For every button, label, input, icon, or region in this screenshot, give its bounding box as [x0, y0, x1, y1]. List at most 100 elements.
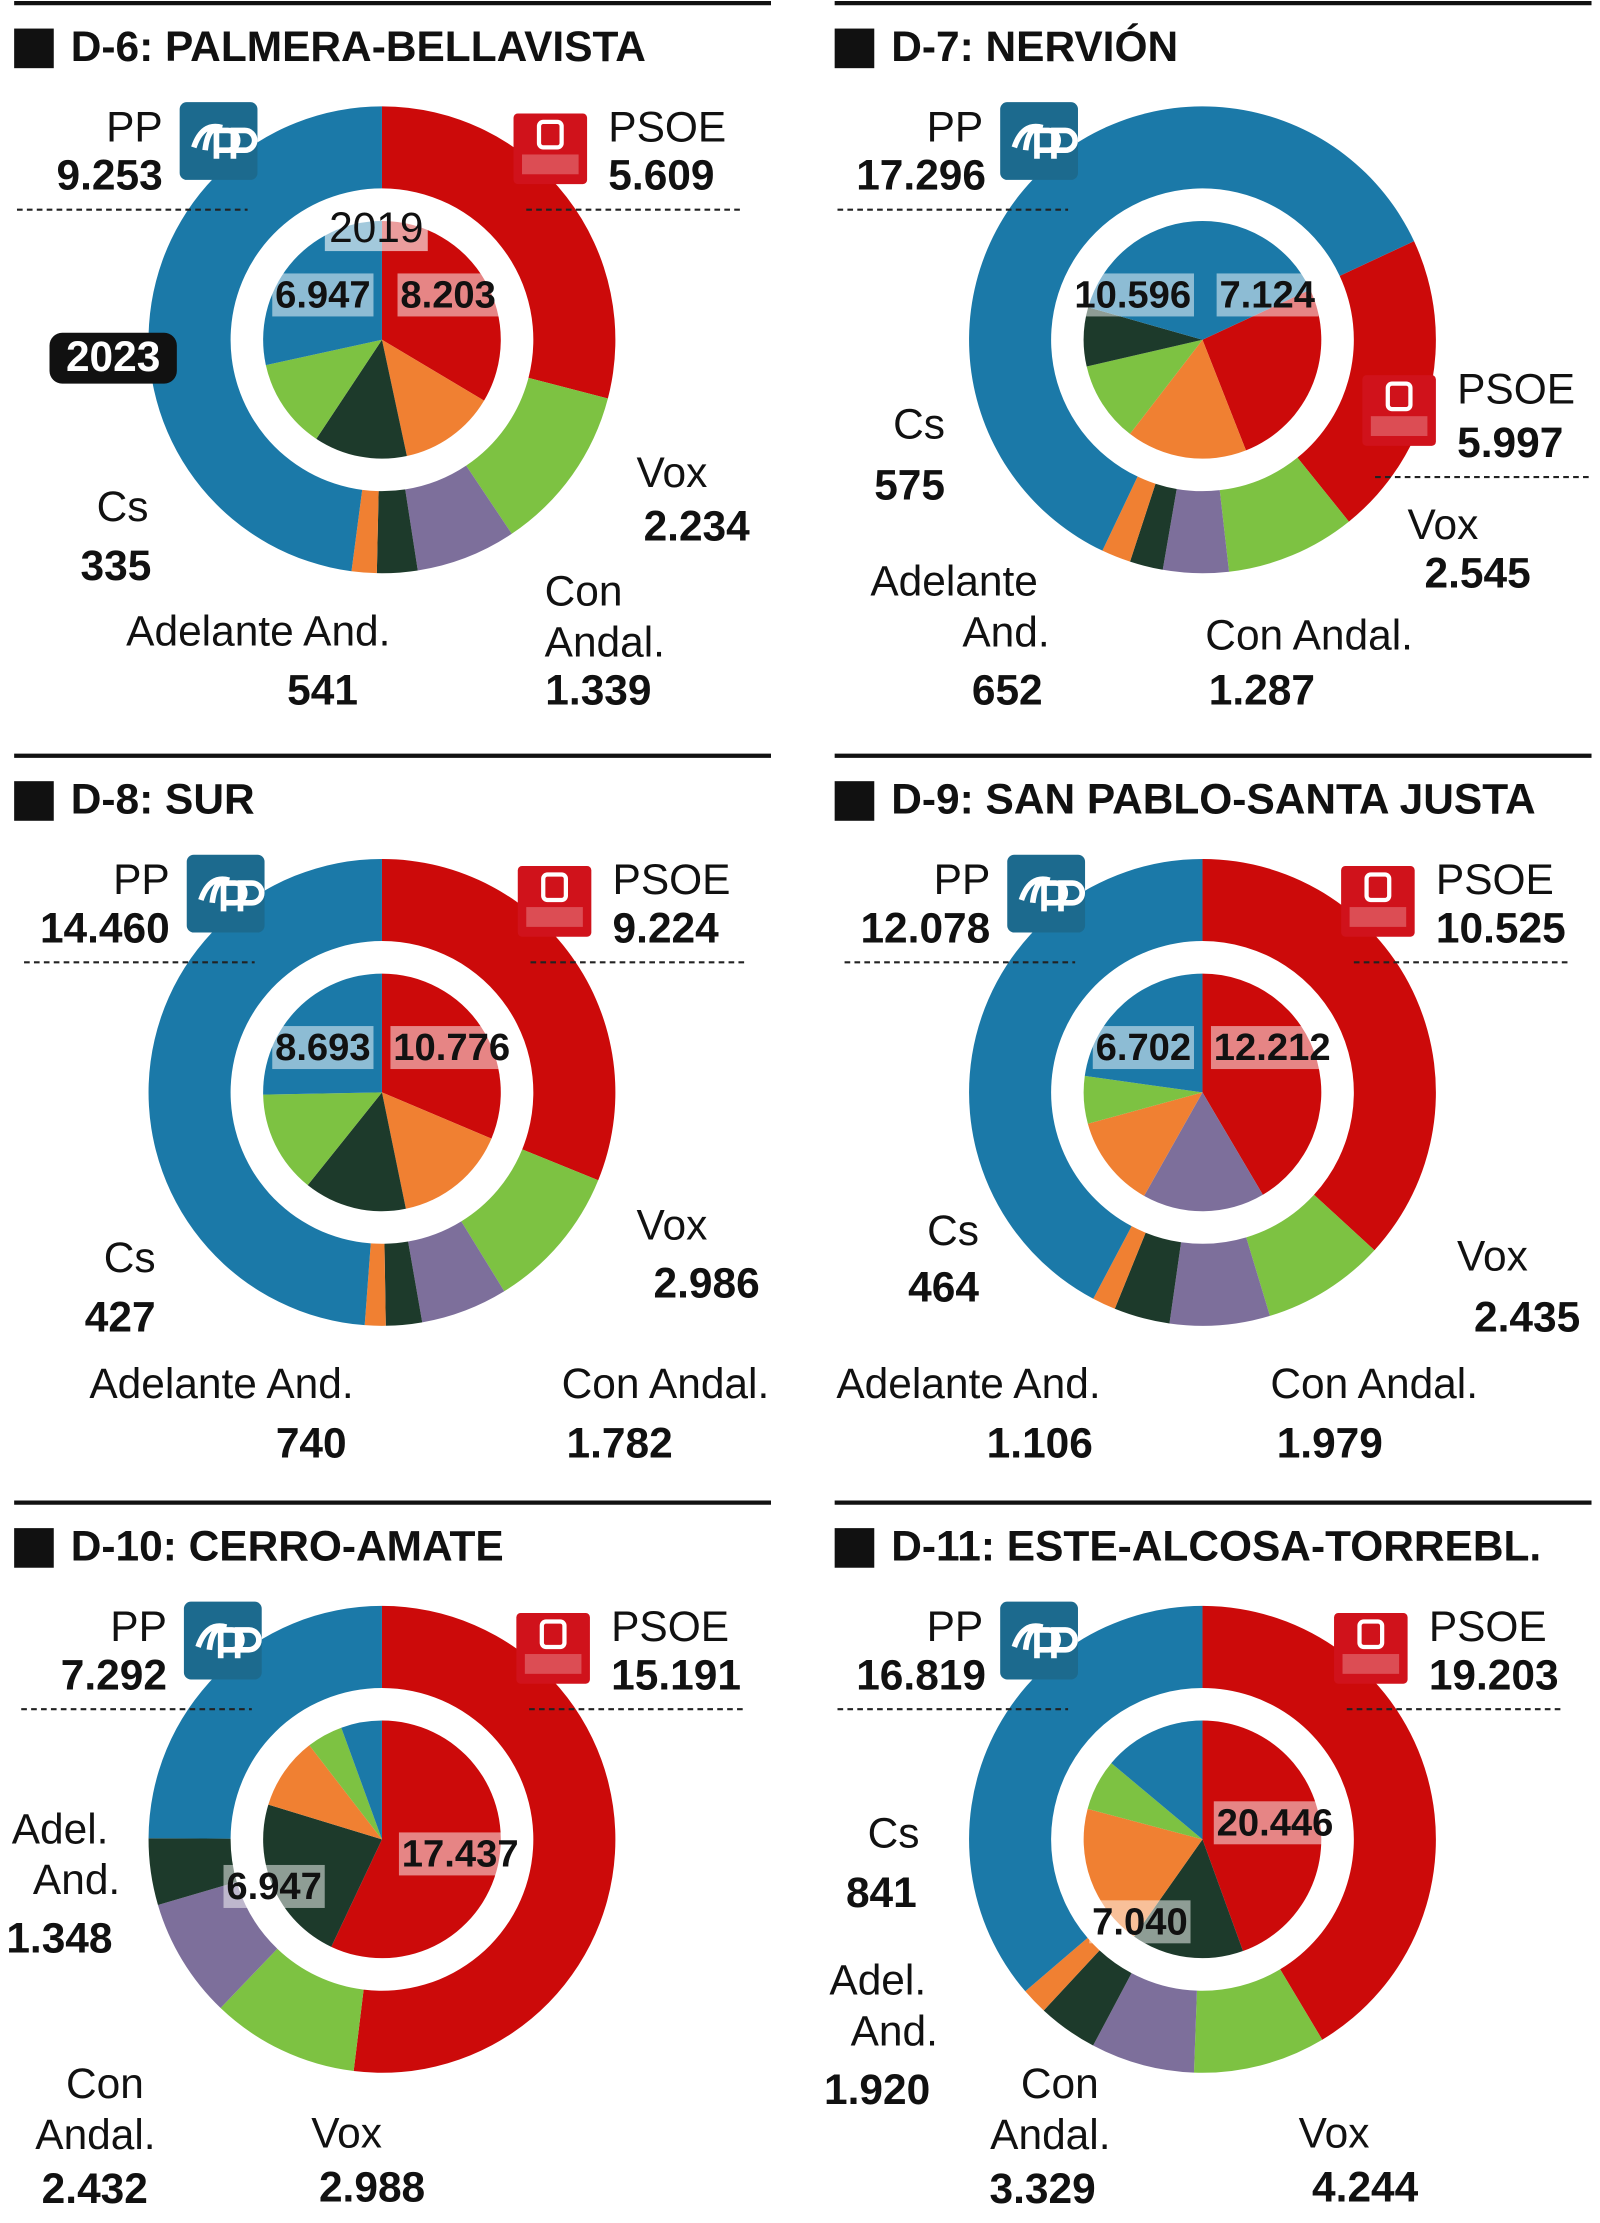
pp-logo-mark: [195, 1623, 262, 1659]
inner-label-bg: [398, 1832, 522, 1876]
psoe-logo-band: [522, 154, 579, 175]
value-label: 4.244: [1312, 2163, 1419, 2210]
value-label: 335: [81, 542, 152, 589]
outer-slice: [969, 858, 1203, 1299]
inner-slice: [268, 1745, 382, 1840]
outer-year-label: 2023: [66, 333, 160, 380]
panel-title: D-11: ESTE-ALCOSA-TORREBL.: [891, 1523, 1541, 1570]
value-label: 15.191: [611, 1651, 741, 1698]
inner-label-bg: [1210, 1026, 1334, 1070]
category-label: Adelante And.: [870, 558, 1049, 656]
pp-logo-mark: [1018, 876, 1086, 912]
inner-value-label: 6.702: [1096, 1026, 1192, 1069]
inner-slice: [265, 339, 382, 439]
category-label: Adelante And.: [836, 1360, 1100, 1407]
inner-value-label: 6.947: [275, 273, 371, 316]
category-label: Adel. And.: [829, 1957, 938, 2055]
panel-title: D-7: NERVIÓN: [891, 22, 1178, 70]
psoe-logo-rose: [1364, 872, 1392, 903]
inner-slice: [307, 1092, 406, 1212]
year-label-bg: [324, 204, 428, 252]
inner-value-label: 7.040: [1092, 1900, 1188, 1943]
outer-slice: [376, 489, 418, 574]
inner-value-label: 8.693: [275, 1026, 371, 1069]
category-label: PSOE: [1436, 856, 1554, 903]
psoe-logo-band: [1342, 1654, 1400, 1674]
category-label: Vox: [1457, 1233, 1528, 1280]
category-label: Cs: [868, 1810, 920, 1857]
inner-slice: [381, 1092, 492, 1209]
outer-slice: [148, 858, 382, 1326]
value-label: 2.432: [42, 2165, 148, 2212]
category-label: Adelante And.: [89, 1360, 353, 1407]
category-label: Con Andal.: [545, 568, 665, 666]
inner-slice: [1202, 289, 1322, 451]
category-label: PSOE: [1457, 365, 1575, 412]
value-label: 19.203: [1429, 1651, 1559, 1698]
inner-label-bg: [223, 1864, 325, 1908]
value-label: 2.545: [1424, 549, 1530, 596]
pp-logo-mark: [191, 123, 258, 159]
inner-slice: [341, 1720, 382, 1840]
outer-slice: [1219, 457, 1349, 572]
psoe-logo-rose: [541, 872, 568, 903]
outer-slice: [1043, 1950, 1132, 2046]
category-label: PP: [106, 104, 163, 151]
outer-slice: [1093, 1973, 1197, 2073]
title-square: [834, 28, 875, 69]
outer-slice: [405, 465, 512, 571]
outer-slice: [1162, 488, 1230, 574]
title-square: [834, 781, 875, 821]
value-label: 10.525: [1436, 904, 1566, 951]
psoe-logo-band: [1349, 907, 1407, 927]
inner-slice: [1083, 307, 1203, 367]
outer-slice: [1246, 1194, 1375, 1316]
inner-label-bg: [1216, 273, 1319, 317]
category-label: PP: [927, 1603, 984, 1650]
value-label: 3.329: [990, 2165, 1096, 2212]
outer-year-pill: [49, 332, 177, 384]
inner-label-bg: [390, 1026, 513, 1070]
category-label: Adelante And.: [126, 607, 390, 654]
category-label: Cs: [97, 483, 149, 530]
inner-value-label: 8.203: [400, 273, 496, 316]
psoe-logo-band: [526, 907, 583, 927]
title-square: [14, 1528, 54, 1568]
outer-slice: [1102, 476, 1156, 562]
panel-title: D-6: PALMERA-BELLAVISTA: [71, 23, 646, 70]
category-label: Cs: [893, 401, 945, 448]
category-label: Vox: [637, 1201, 708, 1248]
inner-slice: [1111, 1720, 1203, 1840]
outer-slice: [969, 106, 1415, 551]
psoe-logo-band: [524, 1654, 582, 1674]
category-label: PP: [113, 856, 170, 903]
outer-slice: [1025, 1937, 1100, 2011]
panel-title: D-10: CERRO-AMATE: [71, 1523, 504, 1570]
inner-slice: [1087, 1092, 1203, 1196]
category-label: Vox: [1299, 2110, 1370, 2157]
category-label: Cs: [104, 1234, 156, 1281]
inner-slice: [1086, 339, 1203, 434]
value-label: 1.920: [824, 2066, 930, 2113]
value-label: 2.234: [644, 503, 751, 550]
inner-year-label: 2019: [329, 204, 423, 251]
inner-slice: [1083, 1075, 1203, 1124]
value-label: 2.988: [319, 2163, 425, 2210]
category-label: PP: [927, 104, 984, 151]
inner-value-label: 20.446: [1217, 1801, 1334, 1844]
outer-slice: [381, 858, 616, 1181]
inner-slice: [316, 339, 407, 459]
inner-slice: [1144, 1092, 1263, 1212]
category-label: Adel. And.: [12, 1805, 121, 1903]
value-label: 1.106: [987, 1419, 1093, 1466]
value-label: 652: [972, 667, 1043, 714]
inner-slice: [381, 339, 485, 456]
value-label: 14.460: [40, 904, 170, 951]
value-label: 9.224: [613, 904, 720, 951]
outer-slice: [1114, 1232, 1182, 1324]
inner-label-bg: [397, 273, 499, 317]
category-label: PSOE: [608, 104, 726, 151]
outer-slice: [1202, 1605, 1436, 2040]
pp-logo-mark: [198, 876, 265, 912]
inner-slice: [1087, 1763, 1203, 1840]
